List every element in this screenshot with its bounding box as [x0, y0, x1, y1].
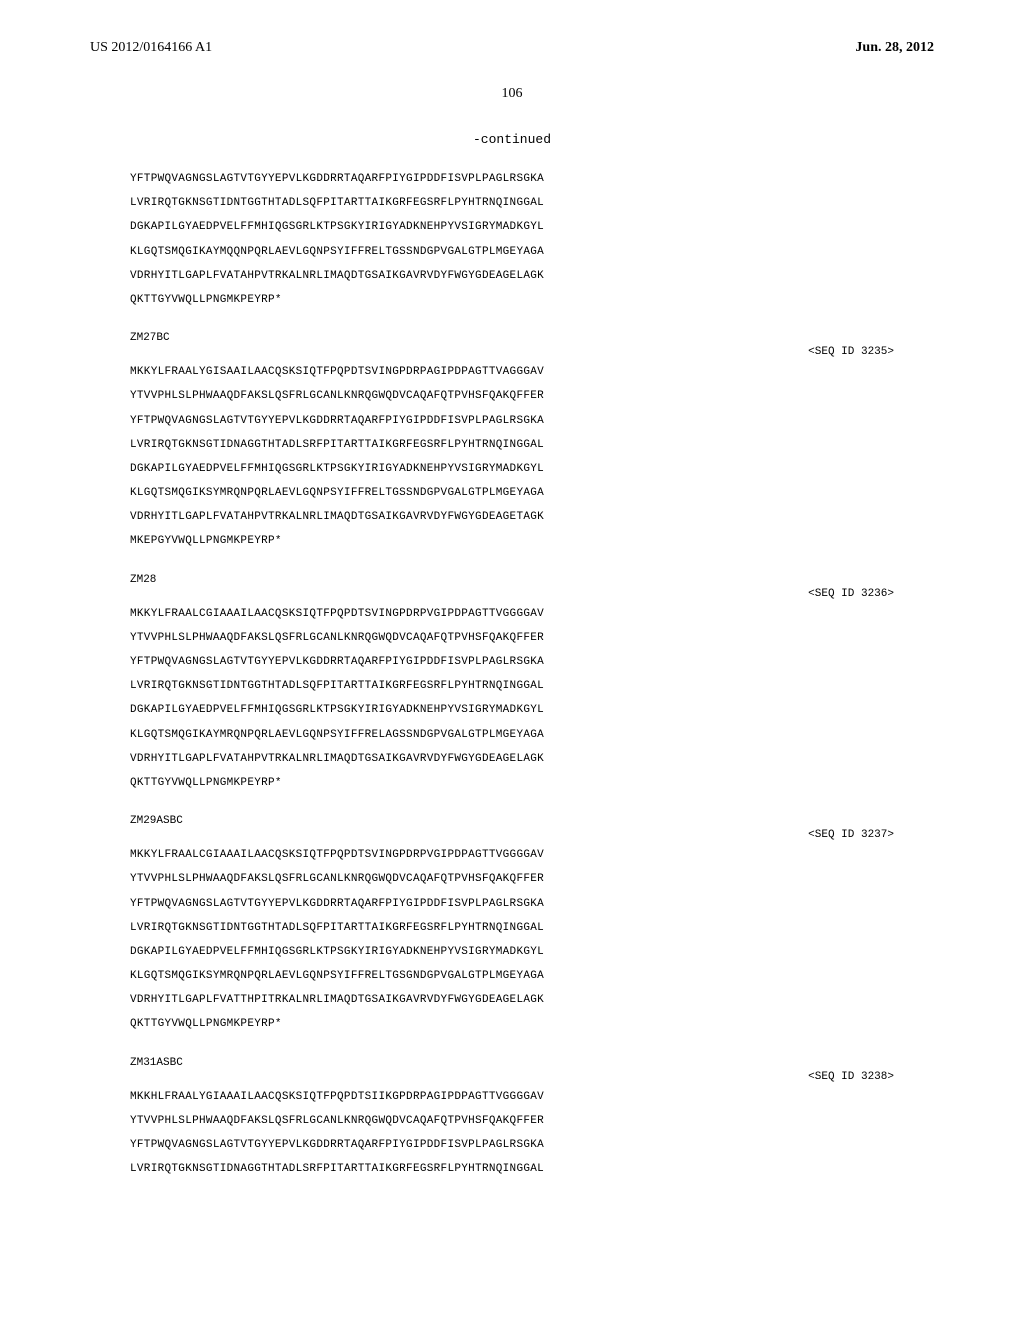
sequence-line: VDRHYITLGAPLFVATAHPVTRKALNRLIMAQDTGSAIKG…	[130, 505, 894, 529]
sequence-line: YFTPWQVAGNGSLAGTVTGYYEPVLKGDDRRTAQARFPIY…	[130, 892, 894, 916]
content-area: -continued YFTPWQVAGNGSLAGTVTGYYEPVLKGDD…	[90, 132, 934, 1181]
sequence-line: MKKYLFRAALCGIAAAILAACQSKSIQTFPQPDTSVINGP…	[130, 843, 894, 867]
sequence-line: QKTTGYVWQLLPNGMKPEYRP*	[130, 771, 894, 795]
page-number: 106	[90, 86, 934, 102]
sequence-block: ZM28 <SEQ ID 3236> MKKYLFRAALCGIAAAILAACQS…	[130, 574, 894, 796]
sequence-block: YFTPWQVAGNGSLAGTVTGYYEPVLKGDDRRTAQARFPIY…	[130, 167, 894, 312]
sequence-line: MKKYLFRAALCGIAAAILAACQSKSIQTFPQPDTSVINGP…	[130, 602, 894, 626]
sequence-line: VDRHYITLGAPLFVATAHPVTRKALNRLIMAQDTGSAIKG…	[130, 747, 894, 771]
sequence-line: QKTTGYVWQLLPNGMKPEYRP*	[130, 1012, 894, 1036]
sequence-line: DGKAPILGYAEDPVELFFMHIQGSGRLKTPSGKYIRIGYA…	[130, 457, 894, 481]
sequence-label: ZM28	[130, 574, 894, 586]
publication-number: US 2012/0164166 A1	[90, 40, 212, 56]
page-header: US 2012/0164166 A1 Jun. 28, 2012	[90, 40, 934, 56]
sequence-line: MKKHLFRAALYGIAAAILAACQSKSIQTFPQPDTSIIKGP…	[130, 1085, 894, 1109]
sequence-line: QKTTGYVWQLLPNGMKPEYRP*	[130, 288, 894, 312]
sequence-line: YFTPWQVAGNGSLAGTVTGYYEPVLKGDDRRTAQARFPIY…	[130, 1133, 894, 1157]
sequence-line: KLGQTSMQGIKAYMQQNPQRLAEVLGQNPSYIFFRELTGS…	[130, 240, 894, 264]
sequence-label: ZM27BC	[130, 332, 894, 344]
sequence-block: ZM31ASBC <SEQ ID 3238> MKKHLFRAALYGIAAAILA…	[130, 1057, 894, 1182]
sequence-block: ZM27BC <SEQ ID 3235> MKKYLFRAALYGISAAILAAC…	[130, 332, 894, 554]
sequence-label: ZM29ASBC	[130, 815, 894, 827]
sequence-line: KLGQTSMQGIKAYMRQNPQRLAEVLGQNPSYIFFRELAGS…	[130, 723, 894, 747]
sequence-block: ZM29ASBC <SEQ ID 3237> MKKYLFRAALCGIAAAILA…	[130, 815, 894, 1037]
sequence-line: DGKAPILGYAEDPVELFFMHIQGSGRLKTPSGKYIRIGYA…	[130, 215, 894, 239]
sequence-line: YTVVPHLSLPHWAAQDFAKSLQSFRLGCANLKNRQGWQDV…	[130, 626, 894, 650]
sequences-container: YFTPWQVAGNGSLAGTVTGYYEPVLKGDDRRTAQARFPIY…	[130, 167, 894, 1181]
sequence-id: <SEQ ID 3235>	[130, 346, 894, 358]
sequence-line: YTVVPHLSLPHWAAQDFAKSLQSFRLGCANLKNRQGWQDV…	[130, 867, 894, 891]
sequence-line: YFTPWQVAGNGSLAGTVTGYYEPVLKGDDRRTAQARFPIY…	[130, 167, 894, 191]
sequence-id: <SEQ ID 3238>	[130, 1071, 894, 1083]
sequence-line: LVRIRQTGKNSGTIDNAGGTHTADLSRFPITARTTAIKGR…	[130, 433, 894, 457]
sequence-label: ZM31ASBC	[130, 1057, 894, 1069]
sequence-line: LVRIRQTGKNSGTIDNTGGTHTADLSQFPITARTTAIKGR…	[130, 916, 894, 940]
sequence-line: YFTPWQVAGNGSLAGTVTGYYEPVLKGDDRRTAQARFPIY…	[130, 409, 894, 433]
sequence-line: LVRIRQTGKNSGTIDNAGGTHTADLSRFPITARTTAIKGR…	[130, 1157, 894, 1181]
sequence-line: VDRHYITLGAPLFVATTHPITRKALNRLIMAQDTGSAIKG…	[130, 988, 894, 1012]
sequence-line: YFTPWQVAGNGSLAGTVTGYYEPVLKGDDRRTAQARFPIY…	[130, 650, 894, 674]
sequence-line: LVRIRQTGKNSGTIDNTGGTHTADLSQFPITARTTAIKGR…	[130, 191, 894, 215]
sequence-id: <SEQ ID 3237>	[130, 829, 894, 841]
sequence-line: KLGQTSMQGIKSYMRQNPQRLAEVLGQNPSYIFFRELTGS…	[130, 964, 894, 988]
sequence-line: KLGQTSMQGIKSYMRQNPQRLAEVLGQNPSYIFFRELTGS…	[130, 481, 894, 505]
sequence-line: MKKYLFRAALYGISAAILAACQSKSIQTFPQPDTSVINGP…	[130, 360, 894, 384]
page-container: US 2012/0164166 A1 Jun. 28, 2012 106 -co…	[0, 0, 1024, 1320]
sequence-line: DGKAPILGYAEDPVELFFMHIQGSGRLKTPSGKYIRIGYA…	[130, 698, 894, 722]
sequence-line: YTVVPHLSLPHWAAQDFAKSLQSFRLGCANLKNRQGWQDV…	[130, 1109, 894, 1133]
sequence-line: YTVVPHLSLPHWAAQDFAKSLQSFRLGCANLKNRQGWQDV…	[130, 384, 894, 408]
publication-date: Jun. 28, 2012	[855, 40, 934, 56]
sequence-id: <SEQ ID 3236>	[130, 588, 894, 600]
sequence-line: VDRHYITLGAPLFVATAHPVTRKALNRLIMAQDTGSAIKG…	[130, 264, 894, 288]
sequence-line: LVRIRQTGKNSGTIDNTGGTHTADLSQFPITARTTAIKGR…	[130, 674, 894, 698]
continued-label: -continued	[130, 132, 894, 147]
sequence-line: DGKAPILGYAEDPVELFFMHIQGSGRLKTPSGKYIRIGYA…	[130, 940, 894, 964]
sequence-line: MKEPGYVWQLLPNGMKPEYRP*	[130, 529, 894, 553]
